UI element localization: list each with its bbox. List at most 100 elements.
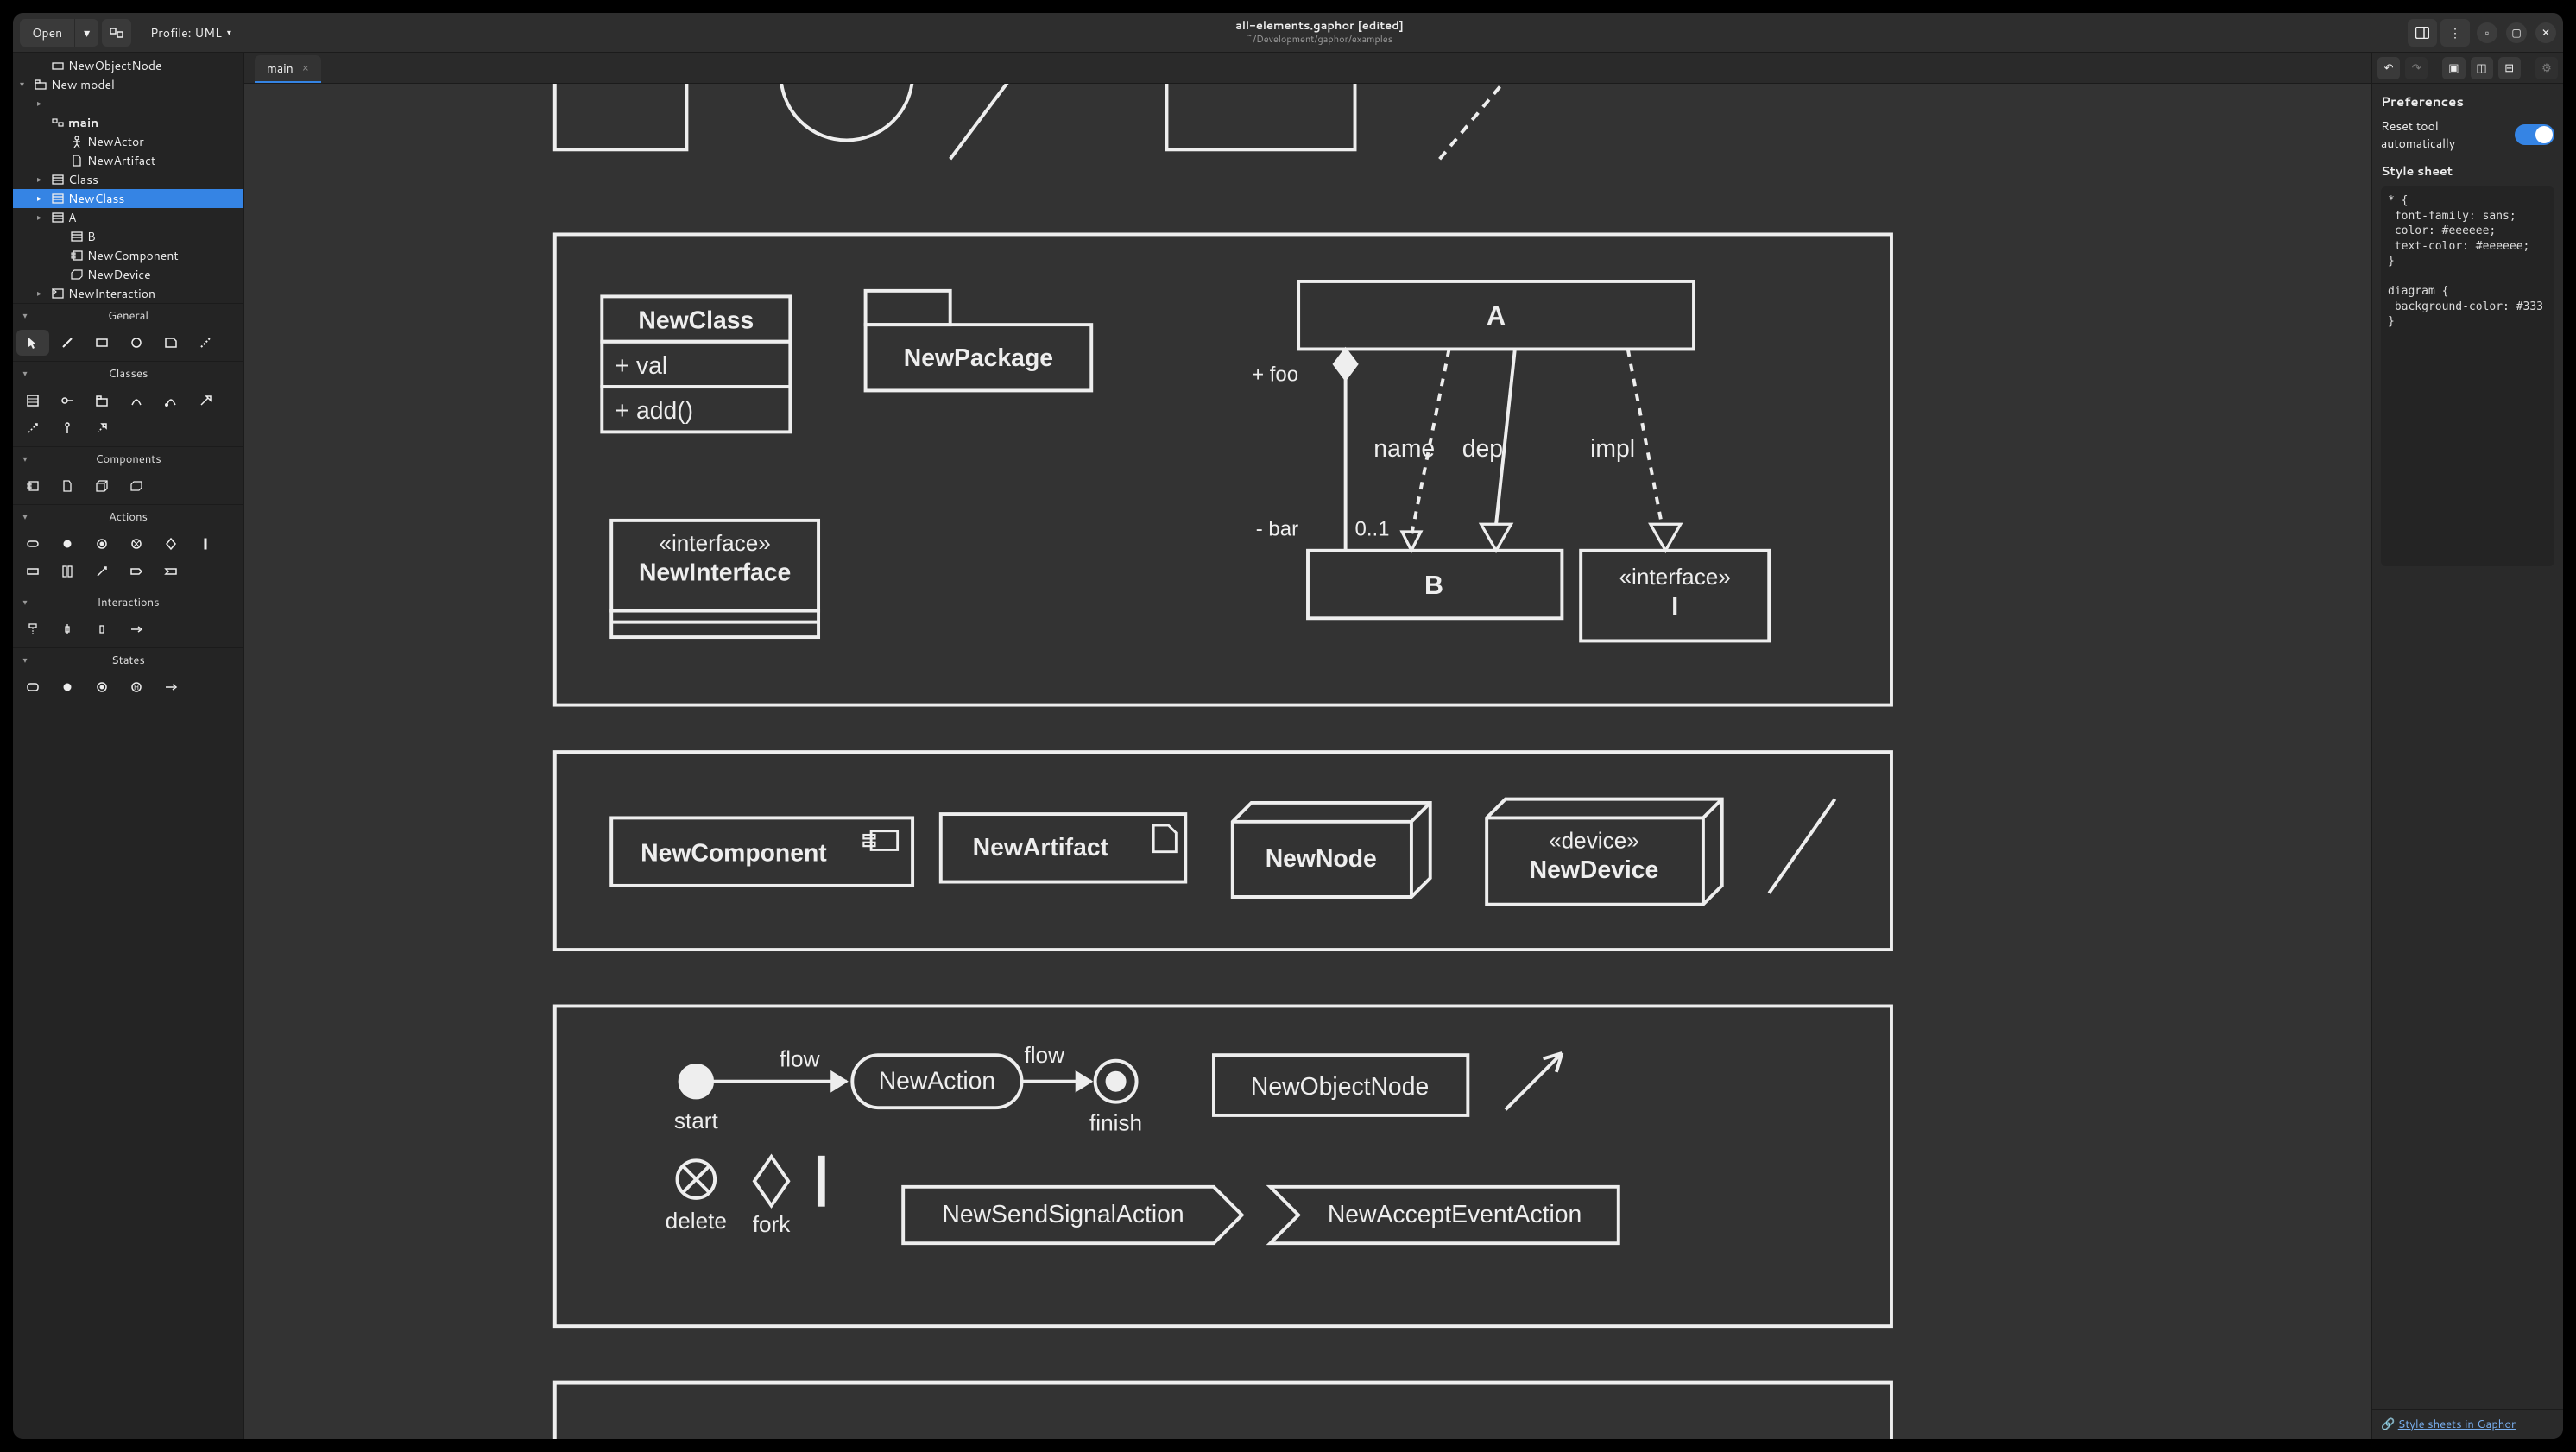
tool-circle[interactable] bbox=[120, 330, 153, 356]
tool-message[interactable] bbox=[85, 616, 118, 642]
tool-exec[interactable] bbox=[51, 616, 84, 642]
tree-item[interactable]: ▸Class bbox=[13, 170, 243, 189]
tool-assoc[interactable] bbox=[120, 388, 153, 414]
tool-device[interactable] bbox=[120, 473, 153, 499]
tool-pointer[interactable] bbox=[16, 330, 49, 356]
tool-line[interactable] bbox=[51, 330, 84, 356]
tree-item[interactable]: ▸NewInteraction bbox=[13, 284, 243, 303]
tree-item-label: Class bbox=[68, 171, 98, 188]
app-window: Open ▾ Profile: UML ▾ all-elements.gapho… bbox=[13, 13, 2563, 1439]
tool-artifact[interactable] bbox=[51, 473, 84, 499]
open-button[interactable]: Open bbox=[20, 19, 74, 47]
tool-state2[interactable] bbox=[51, 674, 84, 700]
toolbox-section-header[interactable]: ▾Classes bbox=[13, 362, 243, 386]
tool-dashed-line[interactable] bbox=[189, 330, 222, 356]
tree-item[interactable]: ▸NewClass bbox=[13, 189, 243, 208]
tool-component[interactable] bbox=[16, 473, 49, 499]
stylesheet-docs-link[interactable]: Style sheets in Gaphor bbox=[2398, 1417, 2516, 1432]
tree-item-label: NewClass bbox=[68, 190, 124, 207]
tool-assoc2[interactable] bbox=[155, 388, 187, 414]
tool-dep[interactable] bbox=[16, 415, 49, 441]
tool-fork[interactable] bbox=[189, 531, 222, 557]
tool-interface[interactable] bbox=[51, 388, 84, 414]
settings-button[interactable]: ⚙ bbox=[2535, 57, 2558, 79]
new-diagram-button[interactable] bbox=[102, 19, 131, 47]
tool-general[interactable] bbox=[189, 388, 222, 414]
tool-state3[interactable] bbox=[85, 674, 118, 700]
tool-lifeline[interactable] bbox=[16, 616, 49, 642]
svg-text:NewDevice: NewDevice bbox=[1530, 856, 1659, 884]
tool-final[interactable] bbox=[85, 531, 118, 557]
device-icon bbox=[70, 268, 84, 281]
tool-send[interactable] bbox=[120, 559, 153, 584]
zoom-in-button[interactable]: ▣ bbox=[2442, 57, 2465, 79]
toolbox-section-header[interactable]: ▾Actions bbox=[13, 505, 243, 529]
tree-item[interactable]: NewArtifact bbox=[13, 151, 243, 170]
class-icon bbox=[51, 192, 65, 205]
svg-text:dep: dep bbox=[1462, 435, 1503, 463]
tool-partition[interactable] bbox=[51, 559, 84, 584]
reset-tool-switch[interactable] bbox=[2515, 124, 2554, 145]
toolbox-section-header[interactable]: ▾States bbox=[13, 648, 243, 672]
svg-text:+ val: + val bbox=[616, 352, 668, 380]
maximize-button[interactable]: ▢ bbox=[2506, 22, 2527, 43]
redo-button[interactable]: ↷ bbox=[2405, 57, 2428, 79]
hamburger-menu-button[interactable]: ⋮ bbox=[2440, 19, 2470, 47]
svg-text:fork: fork bbox=[753, 1211, 792, 1237]
tree-item[interactable]: NewObjectNode bbox=[13, 56, 243, 75]
svg-text:delete: delete bbox=[666, 1208, 727, 1234]
editor-tabs: main × bbox=[244, 53, 2371, 84]
tab-label: main bbox=[267, 60, 294, 77]
toolbox-section-label: Actions bbox=[37, 509, 243, 525]
left-sidebar: NewObjectNode▾New model▸mainNewActorNewA… bbox=[13, 53, 244, 1439]
tree-item[interactable]: ▸ bbox=[13, 94, 243, 113]
tree-item[interactable]: ▾New model bbox=[13, 75, 243, 94]
toolbox-section-header[interactable]: ▾General bbox=[13, 304, 243, 328]
tool-decision[interactable] bbox=[155, 531, 187, 557]
toolbox-section-label: Components bbox=[37, 451, 243, 467]
tool-initial[interactable] bbox=[51, 531, 84, 557]
tool-box[interactable] bbox=[85, 330, 118, 356]
tool-state[interactable] bbox=[16, 674, 49, 700]
tool-action[interactable] bbox=[16, 531, 49, 557]
tool-state4[interactable]: H bbox=[120, 674, 153, 700]
model-tree[interactable]: NewObjectNode▾New model▸mainNewActorNewA… bbox=[13, 53, 243, 303]
minimize-button[interactable]: ▫ bbox=[2477, 22, 2497, 43]
tree-item[interactable]: main bbox=[13, 113, 243, 132]
tool-flow[interactable] bbox=[85, 559, 118, 584]
tool-node[interactable] bbox=[85, 473, 118, 499]
panel-toggle-button[interactable] bbox=[2408, 19, 2437, 47]
toolbox-section-header[interactable]: ▾Components bbox=[13, 447, 243, 471]
tree-item[interactable]: NewDevice bbox=[13, 265, 243, 284]
tree-item[interactable]: NewComponent bbox=[13, 246, 243, 265]
undo-button[interactable]: ↶ bbox=[2377, 57, 2400, 79]
close-button[interactable]: ✕ bbox=[2535, 22, 2556, 43]
diagram-canvas[interactable]: NewClass+ val+ add()NewPackage«interface… bbox=[244, 84, 2371, 1439]
tool-object-node[interactable] bbox=[16, 559, 49, 584]
stylesheet-editor[interactable]: * { font-family: sans; color: #eeeeee; t… bbox=[2381, 186, 2554, 566]
tree-item[interactable]: NewActor bbox=[13, 132, 243, 151]
tool-accept[interactable] bbox=[155, 559, 187, 584]
tab-close-icon[interactable]: × bbox=[302, 60, 309, 76]
tool-transition[interactable] bbox=[155, 674, 187, 700]
link-icon: 🔗 bbox=[2381, 1417, 2398, 1432]
tool-lollipop[interactable] bbox=[51, 415, 84, 441]
profile-selector[interactable]: Profile: UML ▾ bbox=[150, 24, 231, 41]
tree-item[interactable]: B bbox=[13, 227, 243, 246]
svg-text:NewInterface: NewInterface bbox=[639, 559, 791, 587]
svg-text:NewClass: NewClass bbox=[638, 306, 754, 334]
tree-item[interactable]: ▸A bbox=[13, 208, 243, 227]
package-icon bbox=[34, 78, 47, 92]
tool-flow-final[interactable] bbox=[120, 531, 153, 557]
tool-package[interactable] bbox=[85, 388, 118, 414]
zoom-out-button[interactable]: ⊟ bbox=[2498, 57, 2521, 79]
tool-class[interactable] bbox=[16, 388, 49, 414]
tool-note[interactable] bbox=[155, 330, 187, 356]
zoom-fit-button[interactable]: ◫ bbox=[2471, 57, 2493, 79]
tool-realize[interactable] bbox=[85, 415, 118, 441]
tab-main[interactable]: main × bbox=[255, 55, 321, 83]
toolbox-section-label: States bbox=[37, 653, 243, 668]
tool-async[interactable] bbox=[120, 616, 153, 642]
toolbox-section-header[interactable]: ▾Interactions bbox=[13, 590, 243, 615]
open-menu-button[interactable]: ▾ bbox=[74, 19, 98, 47]
